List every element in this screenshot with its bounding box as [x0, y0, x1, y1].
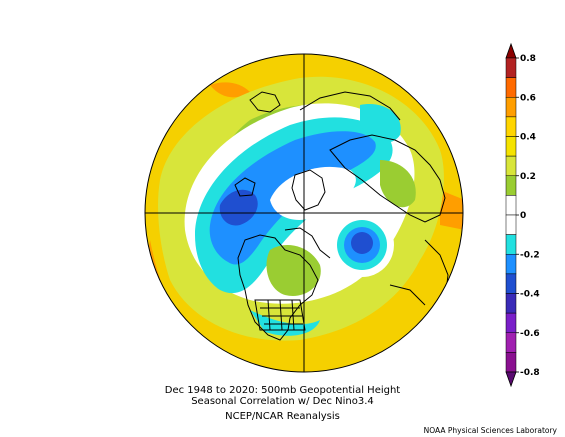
colorbar-swatch	[505, 57, 517, 78]
colorbar-swatch	[505, 175, 517, 196]
colorbar-tick-label: -0.4	[520, 290, 540, 300]
field-east-green	[380, 160, 416, 208]
colorbar-tick-label: 0.2	[520, 172, 536, 182]
colorbar-bottom-arrow	[505, 371, 517, 388]
colorbar-swatch	[505, 234, 517, 255]
field-blue-core2	[351, 232, 373, 254]
colorbar-swatch	[505, 312, 517, 333]
field-white-center	[270, 166, 356, 220]
colorbar-swatch	[505, 254, 517, 275]
field-orange-north	[210, 82, 250, 98]
field-green-na	[266, 245, 321, 296]
colorbar-tick-label: -0.2	[520, 250, 540, 260]
colorbar-swatch	[505, 77, 517, 98]
colorbar-swatch	[505, 273, 517, 294]
colorbar-swatch	[505, 116, 517, 137]
colorbar-top-arrow	[505, 42, 517, 59]
colorbar-swatch	[505, 352, 517, 373]
globe-border	[144, 53, 464, 373]
colorbar-swatch	[505, 97, 517, 118]
colorbar-tick-label: 0	[520, 211, 526, 221]
colorbar-tick-label: -0.8	[520, 368, 540, 378]
field-blue-core	[219, 189, 258, 226]
colorbar-swatch	[505, 155, 517, 176]
credit-text: NOAA Physical Sciences Laboratory	[423, 426, 557, 435]
colorbar-swatch	[505, 136, 517, 157]
field-east-cyan	[360, 104, 401, 143]
caption-subtitle: Seasonal Correlation w/ Dec Nino3.4	[191, 396, 374, 407]
polar-map	[145, 54, 463, 372]
colorbar: 0.8 0.6 0.4 0.2 0 -0.2 -0.4 -0.6 -0.8	[505, 42, 540, 388]
colorbar-tick-label: 0.6	[520, 93, 536, 103]
field-orange-east	[440, 190, 463, 230]
colorbar-swatch	[505, 293, 517, 314]
colorbar-swatch	[505, 214, 517, 235]
colorbar-swatch	[505, 195, 517, 216]
colorbar-swatch	[505, 332, 517, 353]
field-south-cyan	[250, 310, 320, 336]
colorbar-tick-label: 0.4	[520, 133, 536, 143]
colorbar-tick-label: -0.6	[520, 329, 540, 339]
caption-title: Dec 1948 to 2020: 500mb Geopotential Hei…	[164, 385, 401, 396]
coastlines	[234, 91, 449, 341]
caption-source: NCEP/NCAR Reanalysis	[225, 411, 340, 422]
colorbar-tick-label: 0.8	[520, 54, 536, 64]
